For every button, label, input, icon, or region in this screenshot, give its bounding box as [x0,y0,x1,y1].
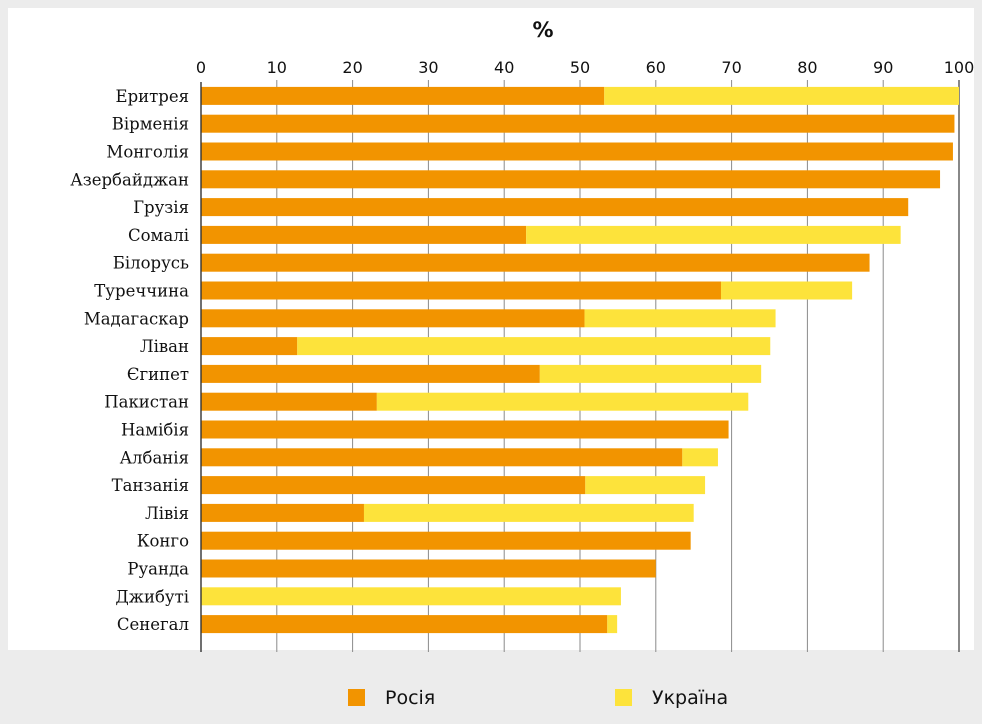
category-label: Сенегал [117,615,189,634]
legend-label: Росія [385,687,435,709]
bar-segment [584,309,776,328]
category-label: Албанія [120,448,189,467]
x-tick-label: 100 [944,58,975,77]
legend-label: Україна [652,687,728,709]
bar-segment [201,615,608,634]
bar-segment [201,309,585,328]
bar-segment [539,364,762,383]
category-label: Лівія [145,504,189,523]
category-label: Пакистан [104,393,189,412]
bar-segment [201,476,586,495]
x-tick-label: 30 [418,58,438,77]
bar-segment [201,281,721,300]
legend-swatch [615,689,632,706]
bar-segment [585,476,706,495]
bar-segment [604,86,959,105]
bar-segment [201,225,527,244]
bar-segment [201,198,909,217]
x-tick-label: 20 [342,58,362,77]
bar-segment [201,114,955,133]
bar-segment [201,587,621,606]
bar-segment [720,281,853,300]
x-tick-label: 0 [196,58,206,77]
category-label: Ліван [140,337,189,356]
x-tick-label: 80 [797,58,817,77]
bar-segment [201,392,377,411]
category-label: Конго [137,532,189,551]
x-axis-unit-label: % [532,18,553,42]
bar-segment [526,225,901,244]
category-label: Еритрея [116,87,189,106]
category-label: Грузія [133,198,189,217]
bar-segment [201,503,364,522]
bars-layer [201,86,959,634]
category-label: Туреччина [94,282,189,301]
bar-segment [201,170,941,189]
category-label: Намібія [121,421,189,440]
bar-segment [201,86,605,105]
category-label: Білорусь [113,254,189,273]
category-label: Єгипет [127,365,189,384]
x-tick-label: 90 [873,58,893,77]
bar-segment [682,448,718,467]
bar-segment [201,364,540,383]
category-labels: Еритрея Вірменія Монголія Азербайджан Грузія… [70,87,189,634]
category-label: Джибуті [115,587,189,606]
bar-segment [201,559,656,578]
bar-segment [201,448,683,467]
x-tick-label: 70 [721,58,741,77]
bar-segment [376,392,749,411]
category-label: Сомалі [128,226,189,245]
x-tick-label: 50 [570,58,590,77]
category-label: Руанда [127,560,189,579]
bar-segment [201,337,298,356]
x-axis-ticks: 0 10 20 30 40 50 60 70 80 90 100 [196,58,974,77]
legend: Росія Україна [348,687,728,709]
bar-segment [363,503,694,522]
x-tick-label: 60 [646,58,666,77]
x-tick-label: 10 [267,58,287,77]
category-label: Монголія [106,143,189,162]
category-label: Танзанія [112,476,189,495]
bar-segment [201,531,691,550]
bar-segment [607,615,618,634]
bar-segment [297,337,771,356]
category-label: Вірменія [112,115,189,134]
x-tick-label: 40 [494,58,514,77]
legend-swatch [348,689,365,706]
category-label: Мадагаскар [84,309,189,328]
bar-segment [201,142,953,161]
bar-segment [201,253,870,272]
category-label: Азербайджан [70,170,189,189]
bar-segment [201,420,729,439]
